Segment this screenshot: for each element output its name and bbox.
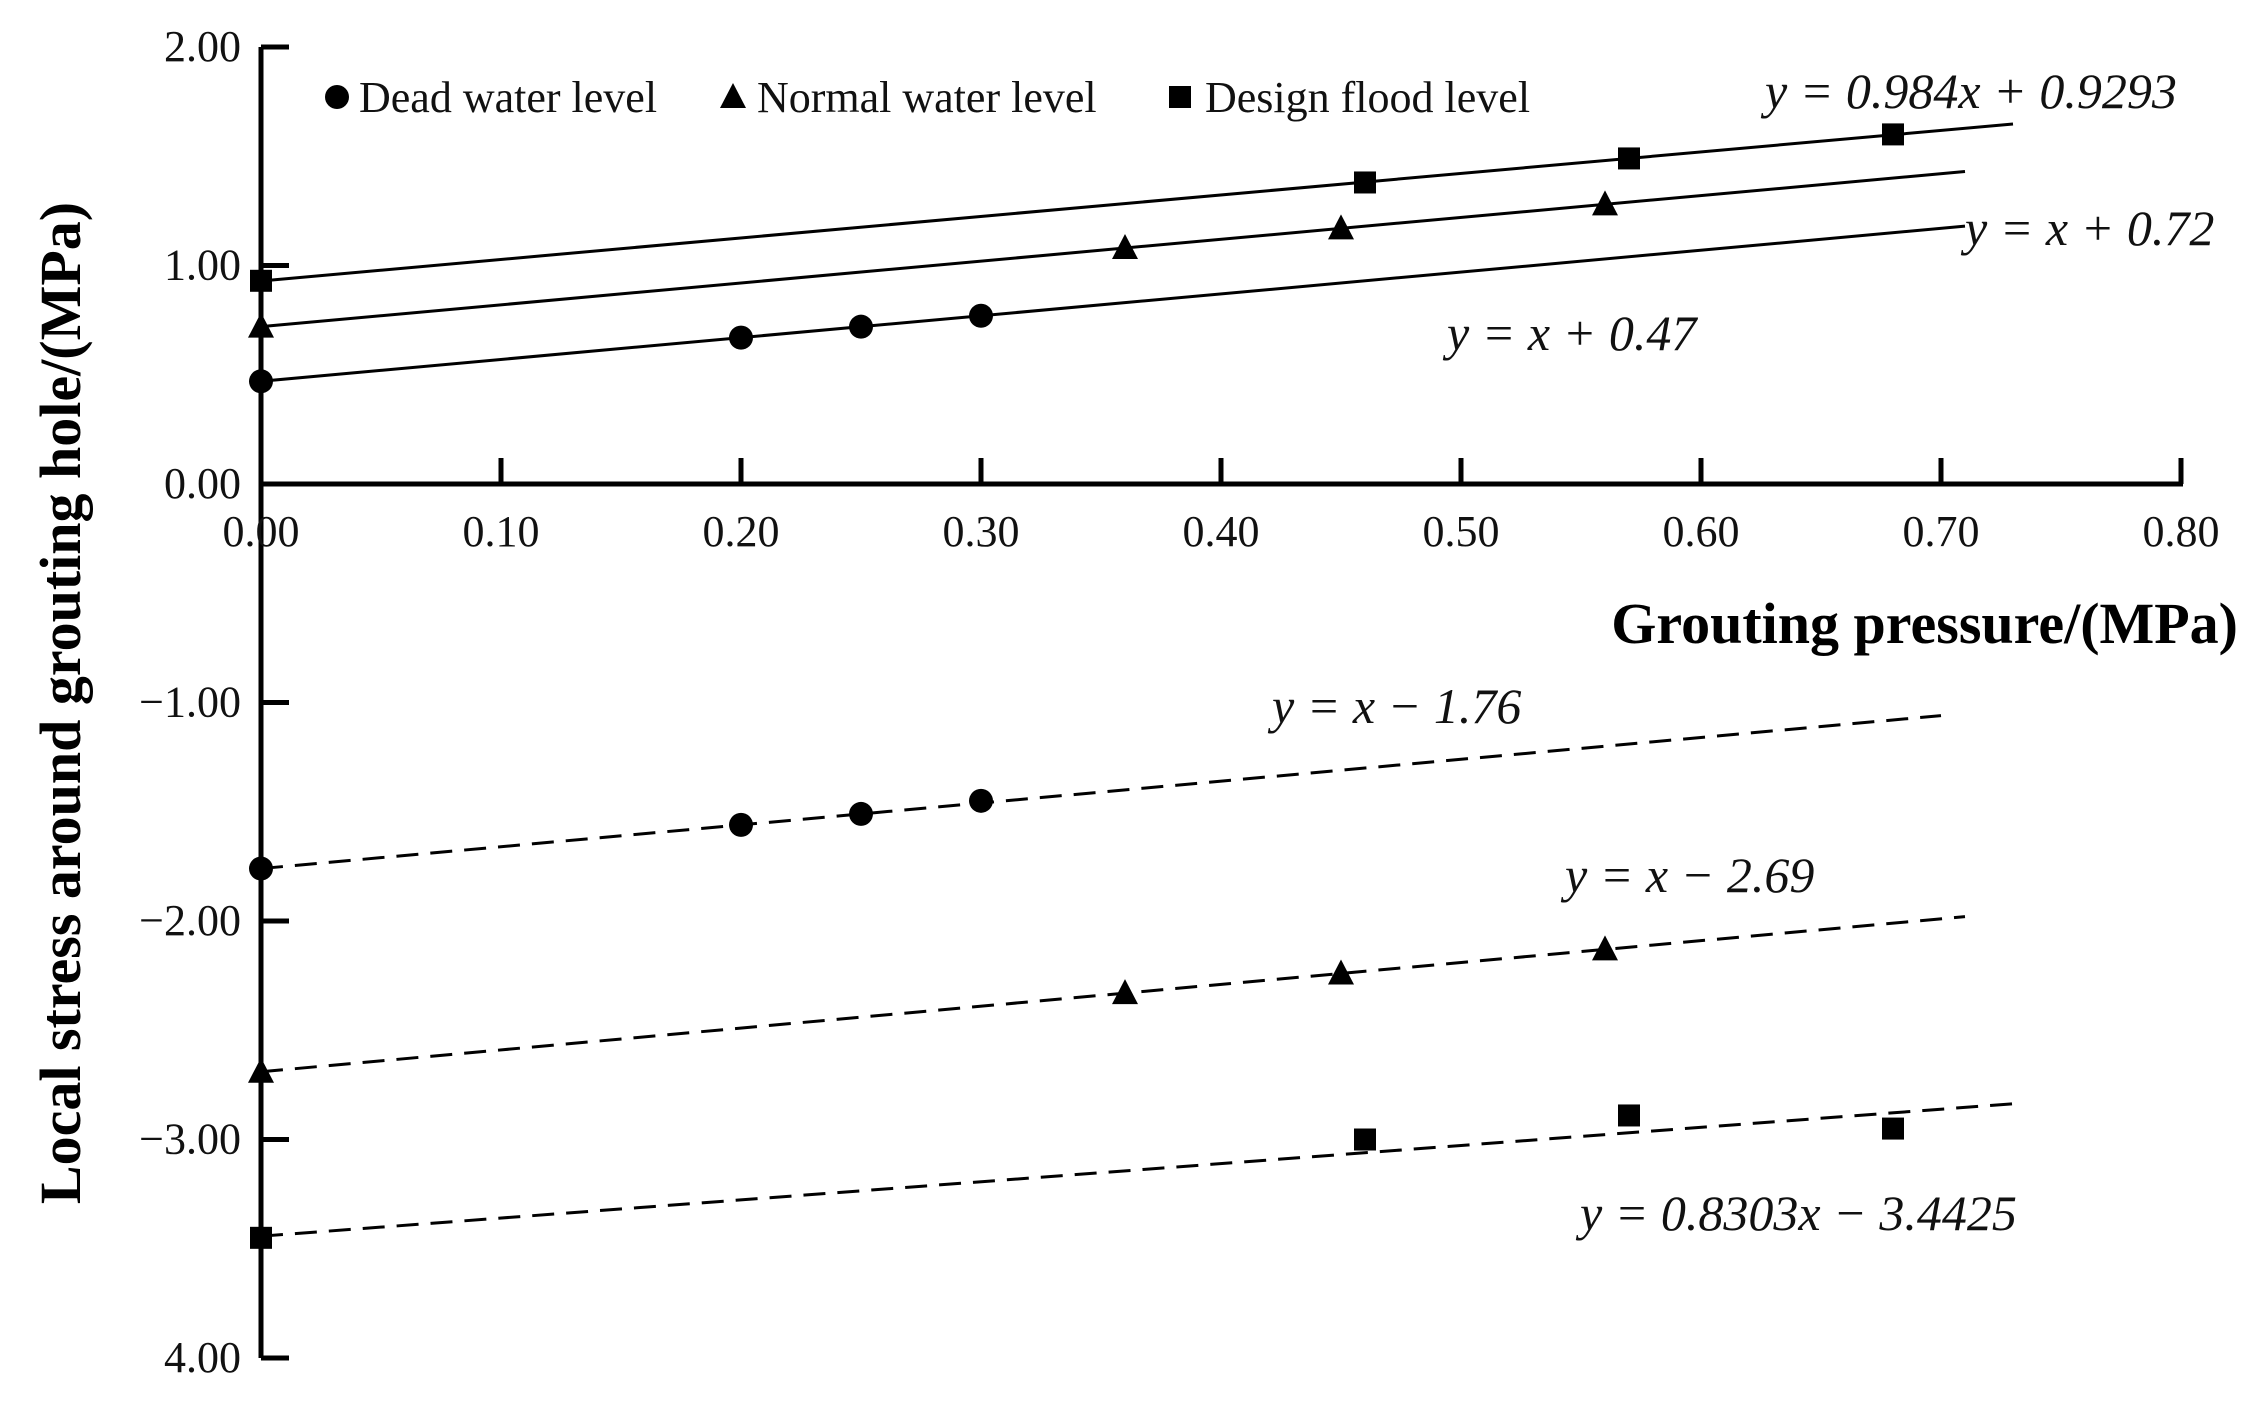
fit-line-1 — [260, 224, 1966, 383]
legend-circle-icon — [325, 85, 349, 109]
equation-label-1: y = x + 0.47 — [1442, 305, 1698, 361]
x-tick-label: 0.10 — [463, 507, 540, 556]
equation-label-3: y = 0.984x + 0.9293 — [1760, 63, 2177, 119]
x-tick-label: 0.50 — [1423, 507, 1500, 556]
data-point-circle — [969, 788, 993, 813]
data-point-circle — [969, 303, 993, 328]
equation-label-2: y = x + 0.72 — [1960, 200, 2214, 256]
data-point-square — [1618, 1104, 1640, 1127]
x-tick-label: 0.20 — [703, 507, 780, 556]
x-tick-label: 0.70 — [1903, 507, 1980, 556]
fit-line-6 — [260, 1102, 2014, 1238]
fit-line-5 — [260, 915, 1966, 1074]
legend-triangle-icon — [720, 83, 746, 108]
axes-layer — [258, 44, 2184, 1361]
x-tick-label: 0.80 — [2143, 507, 2220, 556]
data-point-triangle — [248, 1057, 274, 1083]
x-tick-label: 0.30 — [943, 507, 1020, 556]
equation-label-6: y = 0.8303x − 3.4425 — [1575, 1185, 2017, 1241]
fit-line-4 — [260, 714, 1942, 871]
data-point-circle — [849, 801, 873, 826]
legend-label: Dead water level — [359, 73, 657, 122]
equation-label-4: y = x − 1.76 — [1267, 678, 1521, 734]
data-point-triangle — [1328, 959, 1354, 985]
fit-lines-layer — [260, 122, 2014, 1238]
data-point-triangle — [1592, 935, 1618, 961]
data-point-circle — [729, 812, 753, 837]
fit-line-3 — [260, 122, 2014, 283]
x-tick-label: 0.00 — [223, 507, 300, 556]
data-point-square — [1618, 147, 1640, 170]
data-point-circle — [729, 325, 753, 350]
data-point-triangle — [1112, 979, 1138, 1005]
y-tick-label: −2.00 — [139, 896, 241, 945]
fit-line-2 — [260, 170, 1966, 329]
y-tick-label: 1.00 — [164, 241, 241, 290]
data-point-circle — [249, 856, 273, 881]
data-point-triangle — [248, 312, 274, 338]
data-point-square — [250, 269, 272, 292]
labels-layer: 2.00 1.00 0.00 −1.00 −2.00 −3.00 4.00 0.00 0.10 0… — [28, 22, 2238, 1382]
data-point-triangle — [1328, 214, 1354, 240]
equation-label-5: y = x − 2.69 — [1560, 847, 1814, 903]
x-tick-label: 0.40 — [1183, 507, 1260, 556]
y-tick-label: 0.00 — [164, 459, 241, 508]
data-point-square — [1354, 1128, 1376, 1151]
data-point-square — [1882, 123, 1904, 146]
legend-label: Normal water level — [757, 73, 1097, 122]
y-tick-label: −1.00 — [139, 678, 241, 727]
y-tick-label: −3.00 — [139, 1115, 241, 1164]
data-point-square — [250, 1226, 272, 1249]
data-point-circle — [249, 369, 273, 394]
x-tick-label: 0.60 — [1663, 507, 1740, 556]
legend-square-icon — [1169, 86, 1191, 108]
data-point-square — [1882, 1117, 1904, 1140]
data-point-triangle — [1112, 234, 1138, 260]
legend-label: Design flood level — [1205, 73, 1530, 122]
x-axis-title: Grouting pressure/(MPa) — [1611, 591, 2238, 656]
y-axis-title: Local stress around grouting hole/(MPa) — [28, 202, 93, 1204]
data-point-square — [1354, 171, 1376, 194]
data-point-triangle — [1592, 190, 1618, 216]
y-tick-label: 4.00 — [164, 1333, 241, 1382]
y-tick-label: 2.00 — [164, 22, 241, 71]
data-point-circle — [849, 314, 873, 339]
markers-layer — [248, 123, 1904, 1249]
